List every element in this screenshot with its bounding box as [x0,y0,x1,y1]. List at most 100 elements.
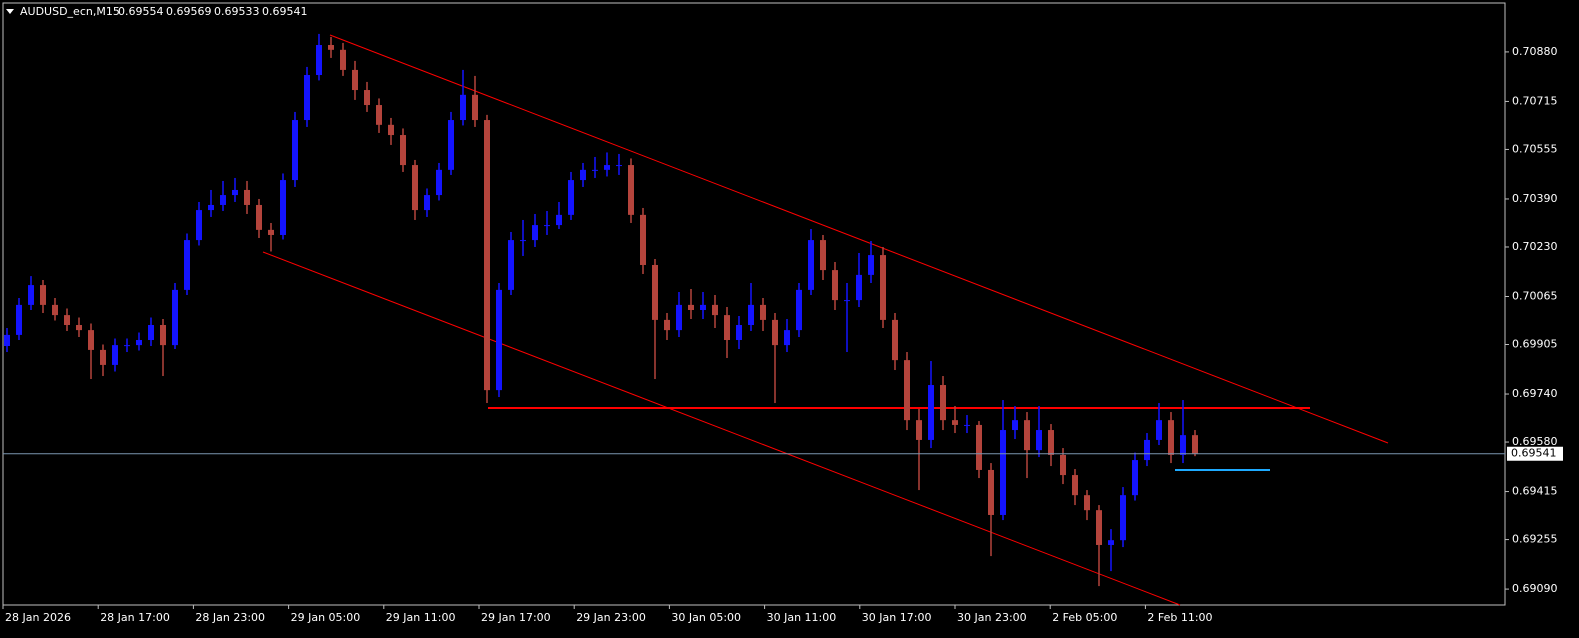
candle-body [184,240,190,290]
candle-body [712,304,718,316]
y-tick-label: 0.70390 [1512,192,1558,205]
candle-body [592,169,598,171]
candle-body [196,210,202,241]
candle-body [1036,430,1042,451]
x-tick-label: 28 Jan 2026 [5,611,71,624]
candle-body [16,304,22,335]
candle-body [976,424,982,470]
symbol-title: AUDUSD_ecn,M15 [20,5,120,18]
candle-body [988,469,994,515]
last-price-box [1507,446,1563,461]
candle-body [268,229,274,235]
x-tick-label: 2 Feb 11:00 [1147,611,1212,624]
candle-body [292,120,298,181]
candle-body [724,315,730,341]
quote-value: 0.69533 [214,5,260,18]
candle-body [220,195,226,205]
candle-body [496,289,502,391]
candle-body [796,289,802,331]
candle-body [880,255,886,320]
candle-body [568,180,574,215]
candle-body [112,345,118,365]
candle-body [64,315,70,326]
candle-body [244,189,250,205]
candle-body [40,285,46,305]
candle-body [460,94,466,121]
candle-body [364,90,370,106]
x-tick-label: 2 Feb 05:00 [1052,611,1117,624]
candle-body [604,165,610,170]
candle-body [940,385,946,421]
candle-body [784,330,790,346]
candle-body [520,240,526,242]
x-tick-label: 29 Jan 23:00 [576,611,646,624]
candle-body [556,214,562,226]
candle-body [964,424,970,426]
candle-body [1084,495,1090,511]
x-tick-label: 29 Jan 17:00 [481,611,551,624]
candle-body [124,345,130,347]
candle-body [1096,510,1102,545]
candle-body [844,300,850,302]
x-tick-label: 29 Jan 05:00 [291,611,361,624]
candle-body [280,180,286,235]
candle-body [760,304,766,320]
x-tick-label: 28 Jan 17:00 [100,611,170,624]
candle-body [148,325,154,341]
y-tick-label: 0.70880 [1512,45,1558,58]
candle-body [316,45,322,76]
candle-body [856,274,862,301]
candle-body [904,360,910,421]
candle-body [928,385,934,440]
y-tick-label: 0.70230 [1512,240,1558,253]
candle-body [616,165,622,167]
candle-body [340,49,346,70]
quote-value: 0.69541 [262,5,308,18]
candle-body [772,319,778,346]
candle-body [448,120,454,170]
x-tick-label: 30 Jan 11:00 [767,611,837,624]
candle-body [28,285,34,305]
candle-body [736,325,742,341]
candle-body [952,420,958,425]
y-tick-label: 0.70555 [1512,142,1558,155]
y-tick-label: 0.70065 [1512,289,1558,302]
candle-body [4,334,10,347]
candle-body [652,264,658,320]
x-tick-label: 29 Jan 11:00 [386,611,456,624]
candle-body [1024,420,1030,451]
candle-body [412,165,418,211]
candle-body [424,195,430,211]
candle-body [376,105,382,125]
candle-body [76,325,82,331]
candle-body [664,319,670,331]
quote-value: 0.69569 [166,5,212,18]
candle-body [304,75,310,121]
candle-body [508,240,514,290]
candle-body [1000,430,1006,515]
candle-body [1144,439,1150,461]
candle-body [532,225,538,241]
candle-body [88,330,94,350]
x-tick-label: 30 Jan 23:00 [957,611,1027,624]
x-tick-label: 28 Jan 23:00 [195,611,265,624]
candle-body [748,304,754,326]
candle-body [1168,420,1174,455]
candle-body [700,304,706,311]
candle-body [136,340,142,346]
x-tick-label: 30 Jan 17:00 [862,611,932,624]
candle-body [1108,540,1114,545]
candle-body [400,135,406,166]
symbol-menu-arrow[interactable] [6,9,14,14]
candle-body [352,69,358,91]
candle-body [544,225,550,227]
candle-body [436,169,442,196]
candle-body [1060,454,1066,476]
y-tick-label: 0.69740 [1512,387,1558,400]
candle-body [1072,475,1078,496]
candle-body [328,45,334,50]
x-tick-label: 30 Jan 05:00 [671,611,741,624]
candle-body [388,124,394,136]
candle-body [1180,435,1186,455]
